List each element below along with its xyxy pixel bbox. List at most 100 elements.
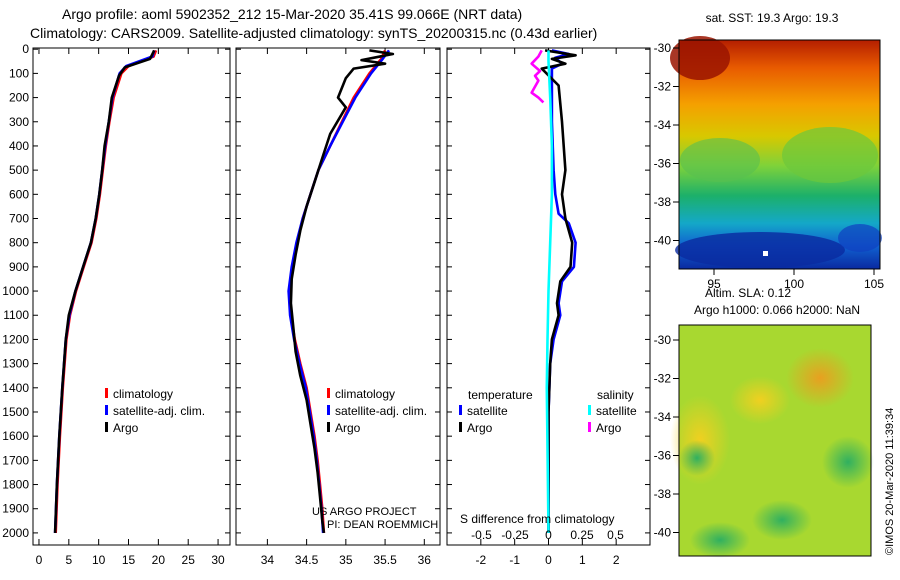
lon-tick-label: 100 <box>784 277 804 291</box>
lat-tick-label: -36 <box>654 449 672 463</box>
lat-tick-label: -40 <box>654 526 672 540</box>
temperature-panel: 0 5 10 15 20 25 300100200300400500600700800900… <box>2 42 231 567</box>
lat-tick-label: -34 <box>654 118 672 132</box>
y-tick-label: 900 <box>9 260 29 274</box>
y-tick-label: 300 <box>9 115 29 129</box>
y-tick-label: 1800 <box>2 478 29 492</box>
legend-temp-argo: Argo <box>467 421 493 435</box>
x-tick-label: -2 <box>475 553 486 567</box>
legend-temperature-title: temperature <box>468 388 533 402</box>
lon-tick-label: 105 <box>864 277 884 291</box>
x-tick-label: 36 <box>418 553 432 567</box>
legend-swatch-temp-satellite <box>459 405 462 415</box>
top-tick-label: 0.25 <box>570 528 594 542</box>
x-tick-label: 35 <box>339 553 353 567</box>
x-tick-label: 15 <box>122 553 136 567</box>
x-tick-label: 30 <box>211 553 225 567</box>
legend-swatch-argo <box>327 422 330 432</box>
legend-swatch-satellite <box>105 405 108 415</box>
sst-green-patch <box>782 127 878 183</box>
top-tick-label: -0.25 <box>501 528 529 542</box>
sst-green-patch <box>680 138 760 182</box>
sla-map-title-1: Altim. SLA: 0.12 <box>705 286 791 300</box>
legend-argo: Argo <box>113 421 139 435</box>
sla-low-patch <box>822 436 874 488</box>
credit-pi: PI: DEAN ROEMMICH <box>327 519 438 531</box>
title-line-1: Argo profile: aoml 5902352_212 15-Mar-20… <box>62 6 523 22</box>
sst-warm-patch <box>670 36 730 80</box>
y-tick-label: 1400 <box>2 381 29 395</box>
x-tick-label: 10 <box>92 553 106 567</box>
lat-tick-label: -38 <box>654 195 672 209</box>
x-tick-label: 0 <box>545 553 552 567</box>
legend-salinity-title: salinity <box>597 388 634 402</box>
series-line <box>53 50 156 533</box>
legend-swatch-climatology <box>105 388 108 398</box>
y-tick-label: 1700 <box>2 453 29 467</box>
difference-legend: temperature satellite Argo salinity sate… <box>459 388 637 435</box>
difference-panel: -2 -1 0 1 2 <box>446 47 651 567</box>
sla-high-patch <box>786 348 854 408</box>
x-tick-label: 1 <box>579 553 586 567</box>
sla-map-title-2: Argo h1000: 0.066 h2000: NaN <box>694 303 860 317</box>
legend-climatology: climatology <box>113 387 173 401</box>
y-tick-label: 200 <box>9 91 29 105</box>
x-tick-label: 34.5 <box>295 553 319 567</box>
x-tick-label: 34 <box>261 553 275 567</box>
legend-satellite: satellite-adj. clim. <box>113 404 205 418</box>
sla-map <box>670 324 874 558</box>
lat-tick-label: -32 <box>654 372 672 386</box>
legend-climatology: climatology <box>335 387 395 401</box>
y-tick-label: 600 <box>9 187 29 201</box>
lat-tick-label: -40 <box>654 234 672 248</box>
legend-sal-argo: Argo <box>596 421 622 435</box>
credit-project: US ARGO PROJECT <box>312 506 417 518</box>
x-tick-label: 20 <box>152 553 166 567</box>
legend-argo: Argo <box>335 421 361 435</box>
legend-satellite: satellite-adj. clim. <box>335 404 427 418</box>
series-line <box>540 49 577 533</box>
sst-map-axes: -30 -32 -34 -36 -38 -40 95 100 105 <box>654 41 885 291</box>
difference-top-ticks: -0.5 -0.25 0 0.25 0.5 <box>471 528 624 542</box>
lat-tick-label: -36 <box>654 157 672 171</box>
sla-low-patch <box>690 522 750 558</box>
series-line <box>545 50 554 533</box>
difference-xlabel: S difference from climatology <box>460 512 615 526</box>
x-tick-label: 0 <box>36 553 43 567</box>
y-tick-label: 2000 <box>2 526 29 540</box>
sst-map-title: sat. SST: 19.3 Argo: 19.3 <box>706 11 839 25</box>
x-tick-label: 35.5 <box>373 553 397 567</box>
y-tick-label: 1900 <box>2 502 29 516</box>
legend-swatch-sal-argo <box>588 422 591 432</box>
y-tick-label: 800 <box>9 236 29 250</box>
legend-swatch-temp-argo <box>459 422 462 432</box>
y-tick-label: 1500 <box>2 405 29 419</box>
y-tick-label: 1100 <box>3 308 29 322</box>
y-tick-label: 1000 <box>2 284 29 298</box>
legend-swatch-sal-satellite <box>588 405 591 415</box>
salinity-legend: climatology satellite-adj. clim. Argo <box>327 387 427 435</box>
float-position-marker <box>763 251 768 256</box>
watermark: ©IMOS 20-Mar-2020 11:39:34 <box>884 408 896 555</box>
title-line-2: Climatology: CARS2009. Satellite-adjuste… <box>30 25 598 41</box>
y-tick-label: 1300 <box>2 357 29 371</box>
x-tick-label: -1 <box>509 553 520 567</box>
x-tick-label: 2 <box>613 553 620 567</box>
legend-swatch-satellite <box>327 405 330 415</box>
sla-map-axes: -30 -32 -34 -36 -38 -40 <box>654 333 679 540</box>
sla-low-patch <box>752 500 812 540</box>
y-tick-label: 1600 <box>2 429 29 443</box>
series-line <box>289 49 395 534</box>
y-tick-label: 400 <box>9 139 29 153</box>
legend-sal-satellite: satellite <box>596 404 637 418</box>
top-tick-label: -0.5 <box>471 528 492 542</box>
y-tick-label: 100 <box>9 66 29 80</box>
lon-tick-label: 95 <box>707 277 721 291</box>
series-line <box>287 49 391 533</box>
x-tick-label: 5 <box>65 553 72 567</box>
credits: US ARGO PROJECT PI: DEAN ROEMMICH <box>312 506 438 531</box>
lat-tick-label: -30 <box>654 333 672 347</box>
temperature-legend: climatology satellite-adj. clim. Argo <box>105 387 205 435</box>
sst-cold-patch <box>675 232 845 268</box>
